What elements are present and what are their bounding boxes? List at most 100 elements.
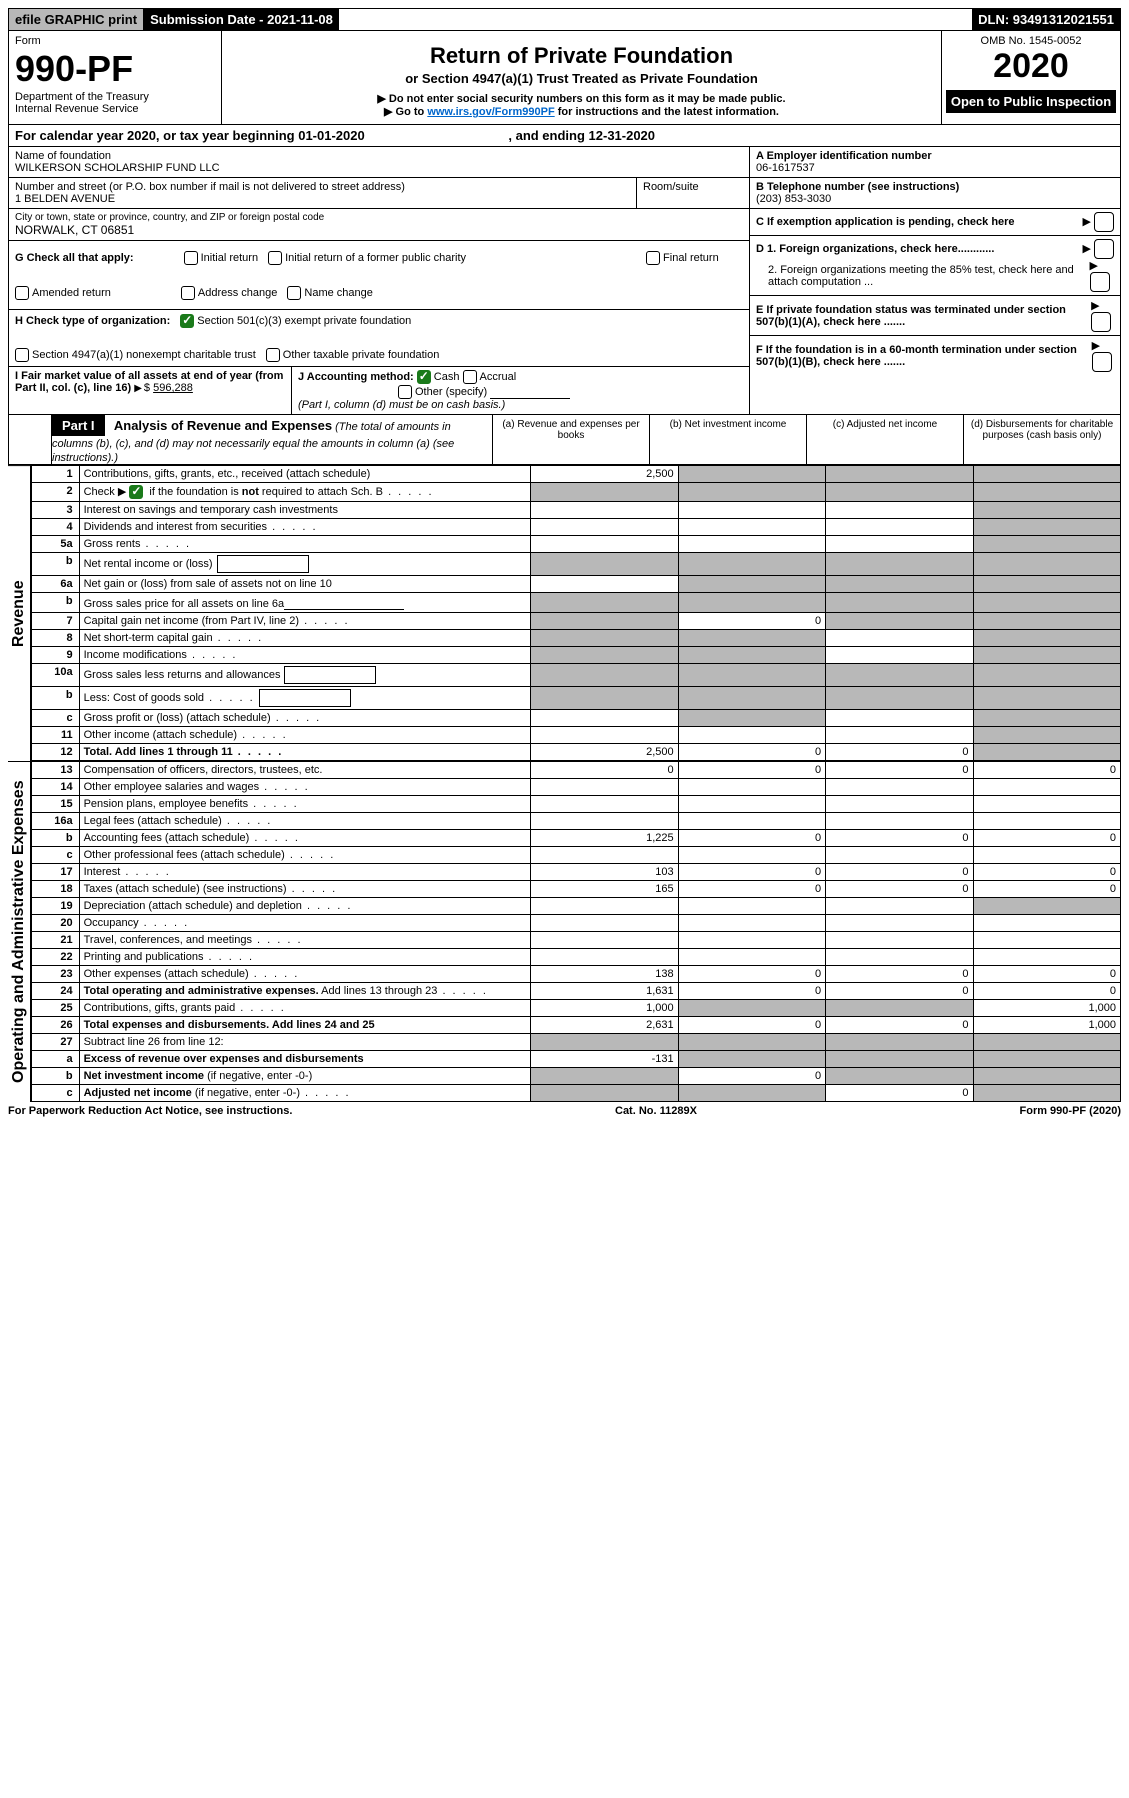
cell-col-b	[678, 536, 825, 553]
checkbox-other-method[interactable]	[398, 385, 412, 399]
line-desc: Gross rents	[79, 536, 531, 553]
cell-col-a	[531, 593, 678, 613]
info-right: A Employer identification number06-16175…	[749, 147, 1120, 414]
line-number: 15	[32, 796, 80, 813]
cell-col-c	[826, 915, 973, 932]
cell-col-c	[826, 576, 973, 593]
line-number: 23	[32, 966, 80, 983]
cell-col-a	[531, 710, 678, 727]
checkbox-other-taxable[interactable]	[266, 348, 280, 362]
checkbox-final-return[interactable]	[646, 251, 660, 265]
cell-col-d	[973, 796, 1120, 813]
cell-col-b: 0	[678, 1068, 825, 1085]
cell-col-a	[531, 664, 678, 687]
efile-print-button[interactable]: efile GRAPHIC print	[9, 9, 144, 30]
j-note: (Part I, column (d) must be on cash basi…	[298, 399, 505, 411]
cell-col-c: 0	[826, 864, 973, 881]
cell-col-a: 1,631	[531, 983, 678, 1000]
cell-col-c: 0	[826, 1085, 973, 1102]
opt-501c3: Section 501(c)(3) exempt private foundat…	[197, 315, 411, 327]
city-label: City or town, state or province, country…	[15, 212, 743, 223]
cell-col-b	[678, 519, 825, 536]
arrow-icon	[1082, 242, 1090, 255]
opt-other-method: Other (specify)	[415, 386, 487, 398]
cell-col-d	[973, 536, 1120, 553]
cell-col-b	[678, 915, 825, 932]
open-to-public: Open to Public Inspection	[946, 90, 1116, 113]
cell-col-b: 0	[678, 1017, 825, 1034]
checkbox-4947[interactable]	[15, 348, 29, 362]
cell-col-d: 0	[973, 762, 1120, 779]
line-number: b	[32, 1068, 80, 1085]
side-label-revenue: Revenue	[8, 465, 31, 761]
line-number: b	[32, 553, 80, 576]
line-desc: Contributions, gifts, grants paid	[79, 1000, 531, 1017]
line-desc: Subtract line 26 from line 12:	[79, 1034, 531, 1051]
cell-col-d	[973, 593, 1120, 613]
cell-col-a	[531, 932, 678, 949]
info-left: Name of foundation WILKERSON SCHOLARSHIP…	[9, 147, 749, 414]
cell-col-d	[973, 630, 1120, 647]
cell-col-b: 0	[678, 744, 825, 761]
line-number: 24	[32, 983, 80, 1000]
checkbox-schb[interactable]	[129, 485, 143, 499]
cell-col-c	[826, 536, 973, 553]
cell-col-d: 1,000	[973, 1000, 1120, 1017]
cell-col-d	[973, 813, 1120, 830]
cell-col-c	[826, 630, 973, 647]
arrow-icon	[1082, 215, 1090, 228]
line-number: 13	[32, 762, 80, 779]
irs-label: Internal Revenue Service	[15, 103, 215, 115]
table-row: bNet investment income (if negative, ent…	[32, 1068, 1121, 1085]
checkbox-f[interactable]	[1092, 352, 1112, 372]
irs-link[interactable]: www.irs.gov/Form990PF	[427, 106, 554, 118]
checkbox-d2[interactable]	[1090, 272, 1110, 292]
checkbox-amended[interactable]	[15, 286, 29, 300]
cell-col-d	[973, 466, 1120, 483]
cell-col-b	[678, 779, 825, 796]
cell-col-b: 0	[678, 881, 825, 898]
opt-final-return: Final return	[663, 251, 719, 263]
cell-col-d	[973, 915, 1120, 932]
line-number: 11	[32, 727, 80, 744]
line-number: 19	[32, 898, 80, 915]
cell-col-a	[531, 647, 678, 664]
line-number: 5a	[32, 536, 80, 553]
spacer	[339, 9, 972, 30]
checkbox-name-change[interactable]	[287, 286, 301, 300]
g-label: G Check all that apply:	[15, 252, 134, 264]
checkbox-address-change[interactable]	[181, 286, 195, 300]
part1-header-row: Part I Analysis of Revenue and Expenses …	[8, 415, 1121, 465]
line-desc: Net rental income or (loss)	[79, 553, 531, 576]
table-row: 2Check ▶ if the foundation is not requir…	[32, 483, 1121, 502]
table-row: 16aLegal fees (attach schedule)	[32, 813, 1121, 830]
line-number: 2	[32, 483, 80, 502]
cell-col-a	[531, 915, 678, 932]
line-number: c	[32, 1085, 80, 1102]
checkbox-501c3[interactable]	[180, 314, 194, 328]
cell-col-a: 138	[531, 966, 678, 983]
checkbox-initial-former[interactable]	[268, 251, 282, 265]
cell-col-d: 0	[973, 966, 1120, 983]
cell-col-d	[973, 898, 1120, 915]
checkbox-c[interactable]	[1094, 212, 1114, 232]
cell-col-d	[973, 1068, 1120, 1085]
calyear-begin: For calendar year 2020, or tax year begi…	[15, 128, 365, 143]
cell-col-c	[826, 1034, 973, 1051]
note2-post: for instructions and the latest informat…	[555, 106, 779, 118]
checkbox-initial-return[interactable]	[184, 251, 198, 265]
table-row: 13Compensation of officers, directors, t…	[32, 762, 1121, 779]
opt-initial-former: Initial return of a former public charit…	[285, 251, 466, 263]
line-number: 10a	[32, 664, 80, 687]
cell-col-c: 0	[826, 830, 973, 847]
checkbox-e[interactable]	[1091, 312, 1111, 332]
checkbox-d1[interactable]	[1094, 239, 1114, 259]
arrow-icon	[1090, 259, 1098, 272]
cell-col-d	[973, 553, 1120, 576]
cell-col-c	[826, 553, 973, 576]
ein-value: 06-1617537	[756, 162, 1114, 174]
cell-col-c	[826, 1051, 973, 1068]
checkbox-cash[interactable]	[417, 370, 431, 384]
line-number: 3	[32, 502, 80, 519]
checkbox-accrual[interactable]	[463, 370, 477, 384]
